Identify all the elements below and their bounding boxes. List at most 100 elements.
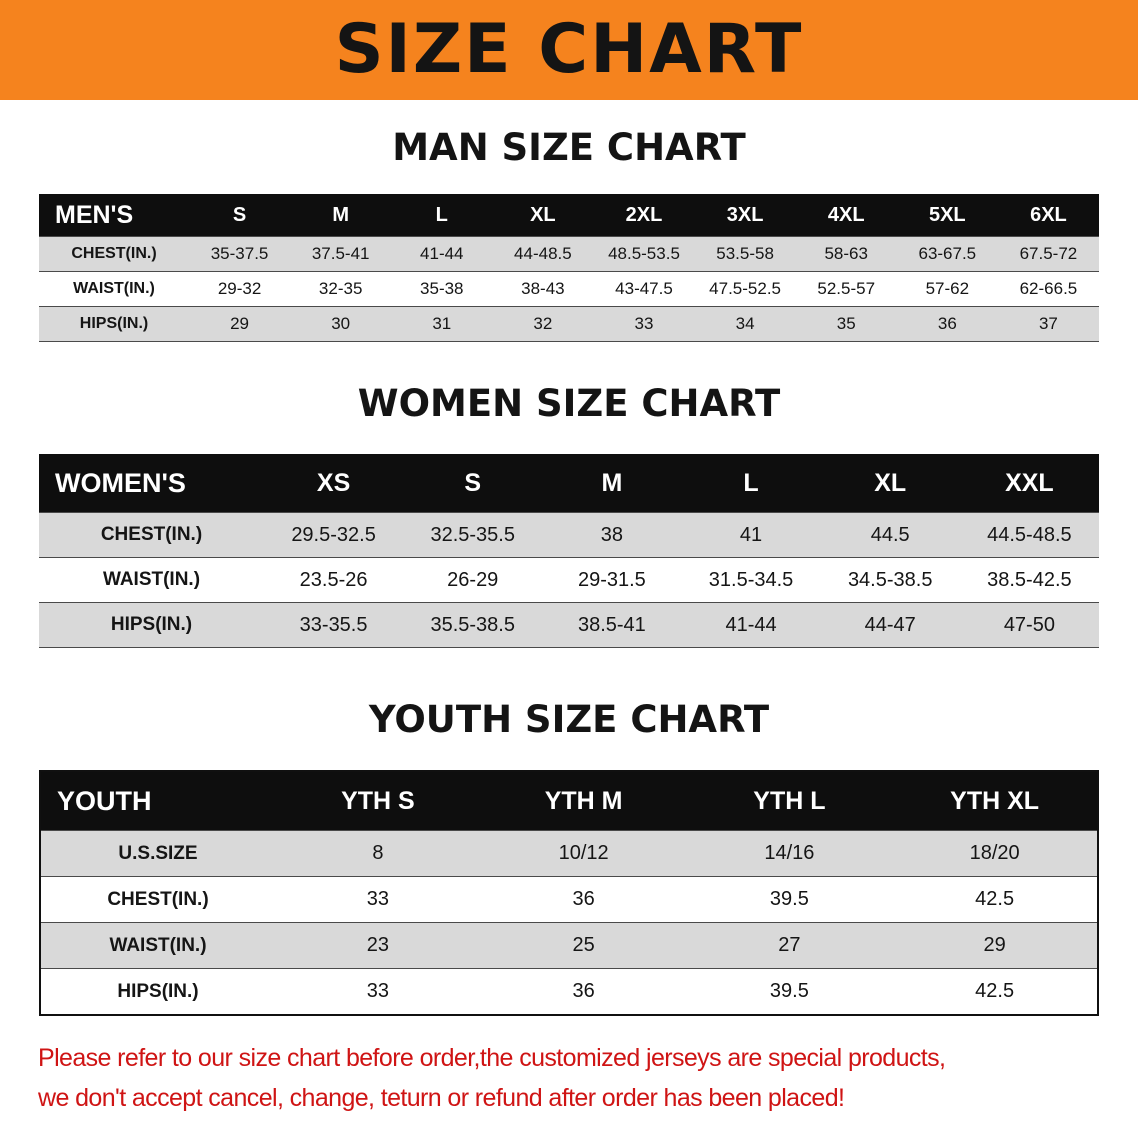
table-cell: 62-66.5 bbox=[1019, 279, 1078, 298]
men-size-col-2xl: 2XL bbox=[593, 194, 695, 237]
youth-size-table: YOUTH YTH S YTH M YTH L YTH XL U.S.SIZE … bbox=[39, 770, 1099, 1016]
table-cell: 37.5-41 bbox=[311, 244, 370, 263]
order-policy-note-line2: we don't accept cancel, change, teturn o… bbox=[38, 1084, 845, 1112]
row-label: HIPS(IN.) bbox=[117, 980, 199, 1002]
women-header-row: WOMEN'S XS S M L XL XXL bbox=[39, 454, 1099, 513]
table-cell: 44.5 bbox=[870, 523, 910, 546]
women-size-col-xl: XL bbox=[820, 454, 960, 513]
table-cell: 38 bbox=[600, 523, 624, 546]
table-cell: 33 bbox=[634, 314, 654, 333]
table-cell: 32.5-35.5 bbox=[430, 523, 515, 546]
table-cell: 42.5 bbox=[975, 888, 1015, 910]
women-section-heading: WOMEN SIZE CHART bbox=[357, 382, 781, 425]
row-label: WAIST(IN.) bbox=[109, 934, 207, 956]
table-cell: 44-47 bbox=[864, 613, 916, 636]
table-cell: 44.5-48.5 bbox=[987, 523, 1072, 546]
table-cell: 29 bbox=[230, 314, 250, 333]
row-label: CHEST(IN.) bbox=[71, 245, 157, 262]
women-size-table: WOMEN'S XS S M L XL XXL CHEST(IN.) 29.5-… bbox=[39, 454, 1099, 648]
youth-corner-label: YOUTH bbox=[40, 771, 275, 831]
youth-header-row: YOUTH YTH S YTH M YTH L YTH XL bbox=[40, 771, 1098, 831]
table-cell: 29-32 bbox=[217, 279, 262, 298]
women-chest-row: CHEST(IN.) 29.5-32.5 32.5-35.5 38 41 44.… bbox=[39, 512, 1099, 558]
table-cell: 43-47.5 bbox=[615, 279, 673, 298]
table-cell: 23.5-26 bbox=[299, 568, 368, 591]
women-size-col-s: S bbox=[403, 454, 543, 513]
table-cell: 8 bbox=[372, 842, 384, 864]
men-size-col-6xl: 6XL bbox=[997, 194, 1099, 237]
youth-chest-row: CHEST(IN.) 33 36 39.5 42.5 bbox=[40, 876, 1098, 923]
men-size-col-3xl: 3XL bbox=[694, 194, 796, 237]
men-size-col-s: S bbox=[189, 194, 291, 237]
youth-waist-row: WAIST(IN.) 23 25 27 29 bbox=[40, 922, 1098, 969]
table-cell: 31.5-34.5 bbox=[708, 568, 794, 591]
row-label: HIPS(IN.) bbox=[79, 315, 149, 332]
row-label: WAIST(IN.) bbox=[102, 569, 201, 590]
table-cell: 35.5-38.5 bbox=[430, 613, 515, 636]
table-cell: 33-35.5 bbox=[299, 613, 368, 636]
table-cell: 26-29 bbox=[447, 568, 499, 591]
row-label: U.S.SIZE bbox=[118, 842, 198, 864]
banner: SIZE CHART bbox=[0, 0, 1138, 100]
men-hips-row: HIPS(IN.) 29 30 31 32 33 34 35 36 37 bbox=[39, 306, 1099, 342]
youth-section: YOUTH SIZE CHART YOUTH YTH S YTH M YTH L… bbox=[0, 698, 1138, 1016]
table-cell: 31 bbox=[432, 314, 452, 333]
table-cell: 47.5-52.5 bbox=[709, 279, 782, 298]
table-cell: 10/12 bbox=[558, 842, 609, 864]
table-cell: 41-44 bbox=[725, 613, 777, 636]
row-label: HIPS(IN.) bbox=[110, 614, 193, 635]
table-cell: 36 bbox=[572, 888, 595, 910]
table-cell: 18/20 bbox=[969, 842, 1020, 864]
row-label: CHEST(IN.) bbox=[107, 888, 209, 910]
table-cell: 41 bbox=[739, 523, 763, 546]
men-section: MAN SIZE CHART MEN'S S M L XL 2XL 3XL 4X… bbox=[0, 126, 1138, 342]
table-cell: 29 bbox=[983, 934, 1006, 956]
men-size-col-m: M bbox=[290, 194, 392, 237]
table-cell: 38.5-42.5 bbox=[987, 568, 1072, 591]
table-cell: 36 bbox=[572, 980, 595, 1002]
youth-size-col-l: YTH L bbox=[686, 771, 893, 831]
table-cell: 58-63 bbox=[824, 244, 868, 263]
table-cell: 36 bbox=[937, 314, 957, 333]
youth-hips-row: HIPS(IN.) 33 36 39.5 42.5 bbox=[40, 968, 1098, 1015]
order-policy-note-line1: Please refer to our size chart before or… bbox=[38, 1044, 946, 1072]
men-chest-row: CHEST(IN.) 35-37.5 37.5-41 41-44 44-48.5… bbox=[39, 236, 1099, 272]
men-header-row: MEN'S S M L XL 2XL 3XL 4XL 5XL 6XL bbox=[39, 194, 1099, 237]
women-size-col-xxl: XXL bbox=[959, 454, 1099, 513]
youth-size-col-s: YTH S bbox=[275, 771, 481, 831]
table-cell: 39.5 bbox=[769, 980, 809, 1002]
row-label: WAIST(IN.) bbox=[73, 280, 155, 297]
table-cell: 67.5-72 bbox=[1019, 244, 1078, 263]
table-cell: 57-62 bbox=[925, 279, 970, 298]
men-size-table: MEN'S S M L XL 2XL 3XL 4XL 5XL 6XL CHEST… bbox=[39, 194, 1099, 342]
women-hips-row: HIPS(IN.) 33-35.5 35.5-38.5 38.5-41 41-4… bbox=[39, 602, 1099, 648]
youth-ussize-row: U.S.SIZE 8 10/12 14/16 18/20 bbox=[40, 830, 1098, 877]
table-cell: 30 bbox=[331, 314, 351, 333]
table-cell: 14/16 bbox=[764, 842, 815, 864]
women-waist-row: WAIST(IN.) 23.5-26 26-29 29-31.5 31.5-34… bbox=[39, 557, 1099, 603]
table-cell: 32-35 bbox=[318, 279, 363, 298]
men-size-col-5xl: 5XL bbox=[896, 194, 998, 237]
page-title: SIZE CHART bbox=[334, 10, 804, 89]
table-cell: 48.5-53.5 bbox=[608, 244, 680, 263]
women-corner-label: WOMEN'S bbox=[39, 454, 264, 513]
men-waist-row: WAIST(IN.) 29-32 32-35 35-38 38-43 43-47… bbox=[39, 271, 1099, 307]
women-size-col-xs: XS bbox=[264, 454, 404, 513]
table-cell: 34.5-38.5 bbox=[847, 568, 933, 591]
youth-size-col-m: YTH M bbox=[480, 771, 687, 831]
table-cell: 44-48.5 bbox=[514, 244, 572, 263]
table-cell: 35 bbox=[836, 314, 856, 333]
row-label: CHEST(IN.) bbox=[100, 524, 203, 545]
men-size-col-4xl: 4XL bbox=[795, 194, 897, 237]
table-cell: 35-38 bbox=[420, 279, 464, 298]
men-size-col-xl: XL bbox=[492, 194, 594, 237]
table-cell: 32 bbox=[533, 314, 553, 333]
men-corner-label: MEN'S bbox=[39, 194, 189, 237]
table-cell: 63-67.5 bbox=[918, 244, 977, 263]
youth-section-heading: YOUTH SIZE CHART bbox=[368, 698, 770, 741]
youth-size-col-xl: YTH XL bbox=[892, 771, 1098, 831]
table-cell: 25 bbox=[572, 934, 595, 956]
table-cell: 35-37.5 bbox=[210, 244, 269, 263]
table-cell: 39.5 bbox=[769, 888, 809, 910]
